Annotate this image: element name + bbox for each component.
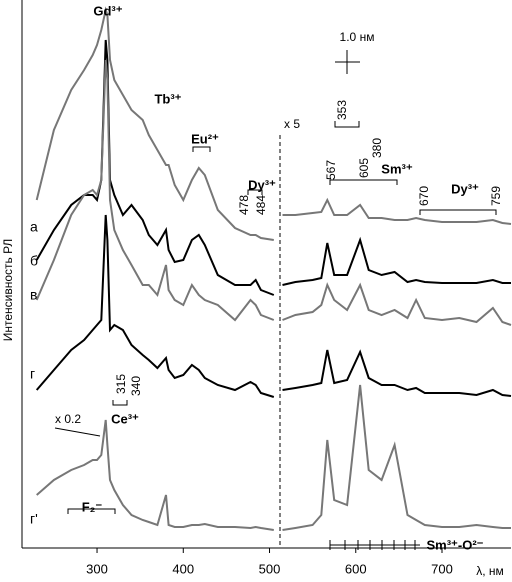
annotation: 484	[254, 195, 268, 215]
x-tick-label: 400	[172, 561, 194, 576]
curve-label: в	[30, 287, 37, 303]
annotation: 478	[237, 195, 251, 215]
spectrum-line	[282, 236, 511, 286]
spectrum-line	[35, 6, 274, 241]
curve-label: г	[30, 366, 35, 382]
annotation: 1.0 нм	[340, 30, 375, 44]
spectrum-line	[282, 197, 512, 225]
annotation: Dy³⁺	[248, 177, 276, 192]
brackets	[54, 50, 497, 550]
annotation: Gd³⁺	[93, 3, 122, 18]
spectrum-line	[282, 384, 511, 531]
annotation: 605	[357, 158, 371, 178]
annotation: 380	[370, 138, 384, 158]
curve-label: б	[30, 253, 38, 269]
x-tick-label: 600	[345, 561, 367, 576]
annotation: x 5	[284, 117, 300, 131]
x-axis-label: λ, нм	[476, 564, 504, 578]
spectrum-line	[282, 282, 512, 326]
annotation: 353	[335, 100, 349, 120]
spectrum-line	[35, 59, 275, 322]
annotation: F₂⁻	[82, 499, 103, 514]
annotation: Tb³⁺	[154, 91, 181, 106]
curve-label: а	[30, 219, 38, 235]
spectrum-line	[36, 419, 274, 531]
annotation: Dy³⁺	[451, 181, 479, 196]
x-tick-label: 700	[431, 561, 453, 576]
annotation: 670	[417, 186, 431, 206]
x-tick-label: 500	[259, 561, 281, 576]
spectrum-line	[282, 349, 512, 397]
y-axis-label: Интенсивность РЛ	[1, 239, 15, 342]
annotation: Ce³⁺	[111, 411, 139, 426]
annotation: x 0.2	[55, 412, 81, 426]
spectrum-line	[35, 39, 275, 296]
annotation: Sm³⁺-O²⁻	[426, 537, 483, 552]
annotation: 340	[129, 376, 143, 396]
annotation: 567	[324, 160, 338, 180]
annotation: 315	[114, 374, 128, 394]
spectrum-line	[35, 214, 275, 398]
annotation: Sm³⁺	[381, 161, 413, 176]
x-tick-label: 300	[86, 561, 108, 576]
annotation: 759	[489, 186, 503, 206]
curve-label: г'	[30, 511, 38, 527]
annotation: Eu²⁺	[191, 131, 219, 146]
